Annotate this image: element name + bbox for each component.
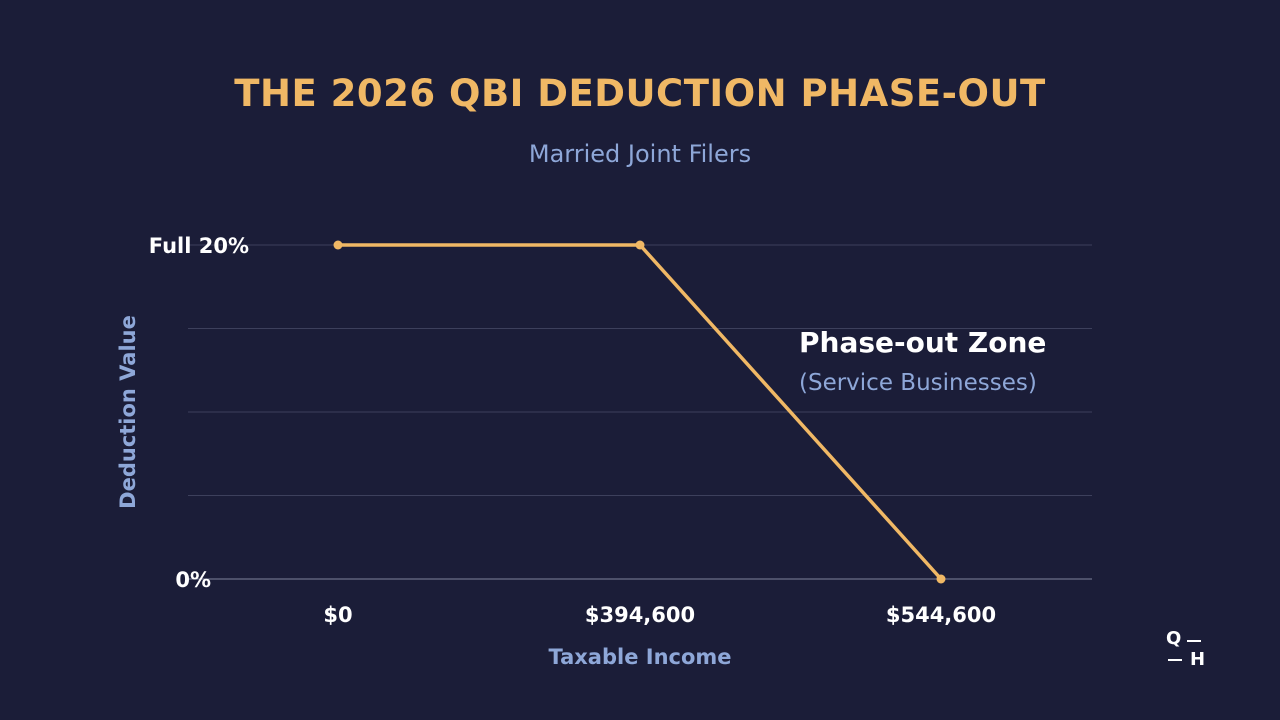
data-point-1 [635,240,645,250]
x-tick-label-1: $394,600 [585,603,695,627]
grid-lines [188,244,1092,580]
annotation-title: Phase-out Zone [799,326,1046,359]
x-tick-label-0: $0 [323,603,352,627]
data-point-0 [333,240,343,250]
y-tick-label-0: Full 20% [149,234,249,258]
y-tick-label-1: 0% [175,568,211,592]
logo-dash-bottom [1168,659,1182,661]
chart-subtitle: Married Joint Filers [528,140,752,168]
y-axis-label: Deduction Value [116,315,140,509]
brand-logo: Q H [1166,628,1210,672]
annotation-subtitle: (Service Businesses) [799,370,1037,396]
axis-labels: Full 20% 0% $0 $394,600 $544,600 Taxable Inco… [116,234,1046,669]
data-point-2 [936,574,946,584]
logo-dash-top [1187,640,1201,642]
series-layer [333,240,946,584]
chart-title: THE 2026 QBI DEDUCTION PHASE-OUT [234,72,1046,115]
logo-letter-h: H [1190,649,1206,670]
logo-letter-q: Q [1166,628,1182,649]
x-axis-label: Taxable Income [548,645,731,669]
x-tick-label-2: $544,600 [886,603,996,627]
